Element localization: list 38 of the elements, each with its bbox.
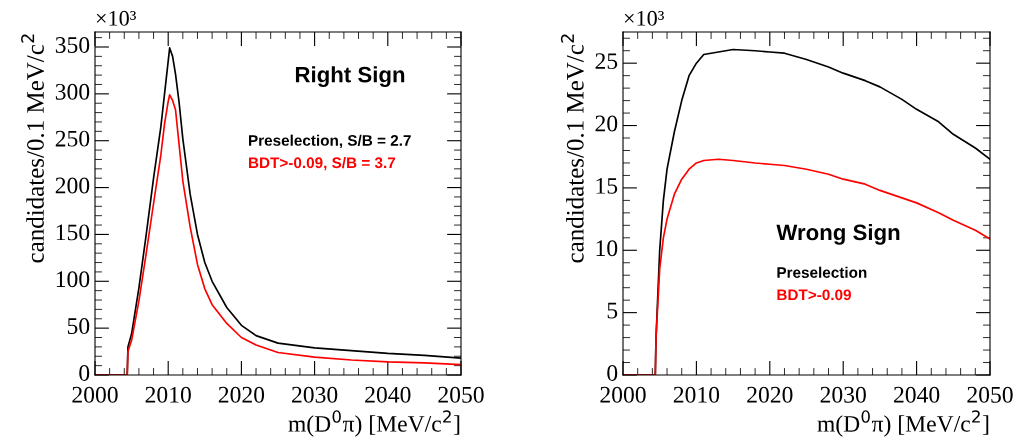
y-tick-label: 300 [55, 83, 90, 100]
legend-label: Preselection, S/B = 2.7 [249, 134, 411, 149]
x-tick-label: 2020 [747, 386, 793, 403]
y-tick-label: 10 [596, 240, 618, 257]
text: BDT>-0.09, S/B = 3.7 [249, 156, 396, 171]
y-tick-label: 150 [56, 224, 90, 241]
text: ×10³ [624, 10, 664, 26]
text: Right Sign [295, 66, 405, 87]
y-tick-label: 350 [55, 36, 90, 53]
text: Preselection [777, 266, 867, 278]
x-tick-label: 2010 [673, 386, 720, 403]
x-tick-label: 2030 [820, 386, 866, 403]
y-tick-label: 0 [607, 364, 618, 381]
y-axis-title: candidates/0.1 MeV/c$^{2}$ [21, 34, 45, 263]
x-tick-label: 2000 [72, 386, 118, 403]
x-tick-label: 2050 [438, 386, 484, 403]
y-axis-title: candidates/0.1 MeV/c$^{2}$ [560, 34, 584, 263]
x-tick-label: 2010 [145, 386, 191, 403]
text: Wrong Sign [776, 223, 900, 245]
text: BDT>-0.09 [777, 289, 851, 301]
x-axis-title: m(D$^{0}$π) [MeV/c$^{2}$] [288, 410, 460, 437]
y-tick-label: 200 [55, 177, 90, 194]
y-tick-label: 100 [56, 271, 90, 288]
x-tick-label: 2030 [292, 386, 338, 403]
x-tick-label: 2040 [894, 386, 940, 403]
y-tick-label: 20 [595, 115, 618, 132]
y-tick-label: 5 [607, 302, 618, 319]
x-axis-title: m(D$^{0}$π) [MeV/c$^{2}$] [817, 410, 989, 437]
text: ×10³ [96, 10, 136, 26]
x-tick-label: 2040 [365, 386, 411, 403]
x-tick-label: 2050 [967, 386, 1013, 403]
y-tick-label: 50 [67, 318, 90, 335]
y-tick-label: 250 [55, 130, 90, 147]
x-tick-label: 2000 [600, 386, 646, 403]
y-tick-label: 25 [595, 53, 618, 70]
x-tick-label: 2020 [218, 386, 265, 403]
y-tick-label: 15 [596, 178, 618, 194]
y-tick-label: 0 [79, 364, 90, 381]
